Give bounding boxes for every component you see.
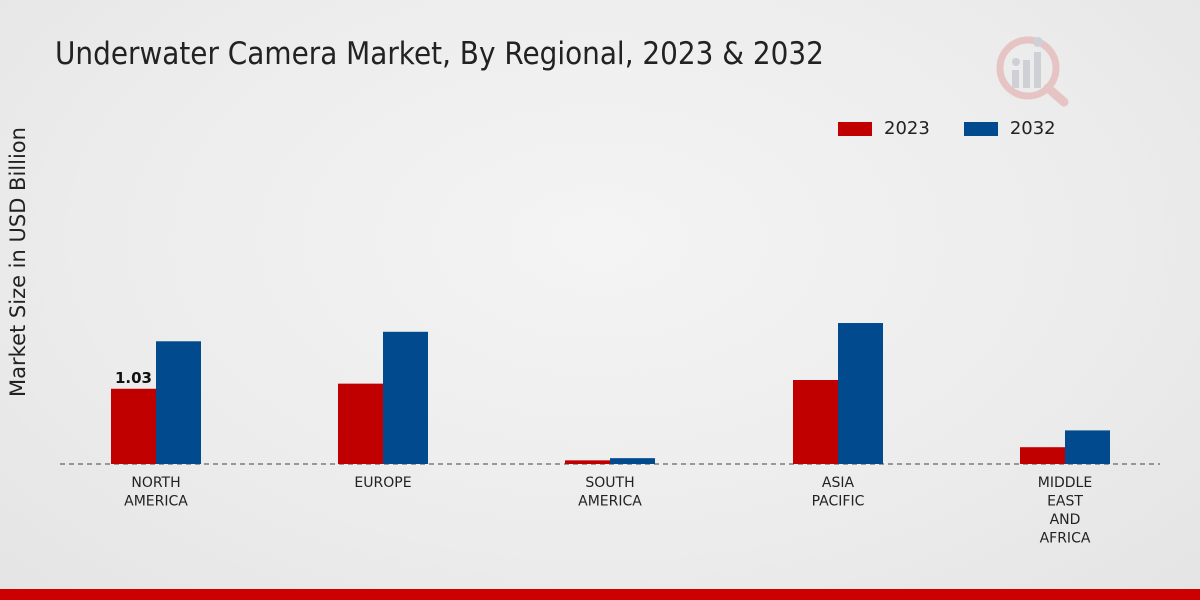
data-label-0: 1.03 (115, 369, 152, 387)
legend-item-2032: 2032 (963, 118, 1056, 139)
bar-2023-0 (111, 388, 156, 464)
bar-2032-2 (610, 458, 655, 464)
chart-title: Underwater Camera Market, By Regional, 2… (55, 36, 824, 72)
x-tick-label-3: ASIA PACIFIC (812, 475, 865, 510)
legend-label-2023: 2023 (884, 118, 930, 139)
legend-label-2032: 2032 (1009, 118, 1056, 139)
bar-2032-0 (156, 341, 201, 464)
x-tick-label-0: NORTH AMERICA (124, 475, 188, 510)
footer-bar (0, 589, 1200, 600)
bar-2023-1 (338, 383, 383, 464)
market-research-logo-icon (996, 36, 1069, 107)
legend-swatch-2032 (963, 121, 998, 136)
legend-item-2023: 2023 (838, 118, 930, 139)
bar-2032-4 (1065, 430, 1110, 464)
bar-2023-2 (565, 460, 610, 464)
legend-swatch-2023 (838, 121, 872, 136)
bar-2032-1 (383, 331, 428, 464)
x-tick-label-2: SOUTH AMERICA (578, 475, 642, 510)
bar-2023-3 (793, 380, 838, 464)
x-tick-label-1: EUROPE (354, 475, 411, 491)
bar-2023-4 (1020, 447, 1065, 464)
bar-2032-3 (838, 323, 883, 464)
legend: 2023 2032 (838, 118, 1090, 139)
x-tick-label-4: MIDDLE EAST AND AFRICA (1038, 475, 1092, 547)
